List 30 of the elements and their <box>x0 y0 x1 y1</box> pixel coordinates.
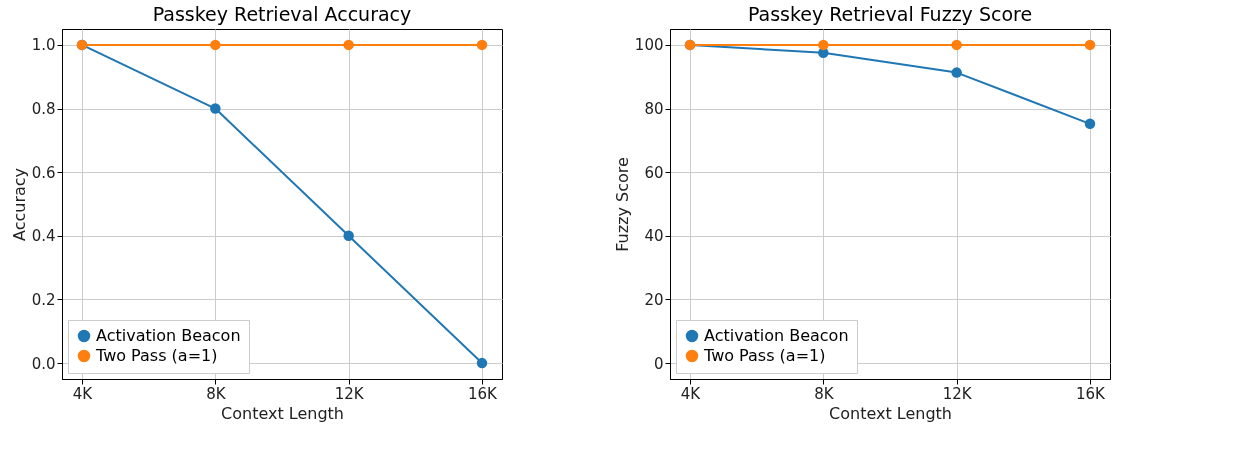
chart-title: Passkey Retrieval Accuracy <box>152 3 412 25</box>
y-tick-label: 80 <box>644 100 664 119</box>
x-axis-title: Context Length <box>829 403 952 423</box>
chart-title: Passkey Retrieval Fuzzy Score <box>747 3 1033 25</box>
x-tick-label: 12K <box>334 384 365 403</box>
x-tick-label: 4K <box>680 384 702 403</box>
y-tick-label: 0.0 <box>31 354 56 373</box>
y-tick-label: 0.6 <box>31 163 56 182</box>
legend-label: Activation Beacon <box>704 326 849 345</box>
y-tick-label: 0 <box>653 354 664 373</box>
y-tick-label: 1.0 <box>31 36 56 55</box>
x-tick-label: 8K <box>814 384 835 403</box>
y-axis-title: Fuzzy Score <box>612 157 632 252</box>
y-tick-label: 40 <box>644 227 664 246</box>
y-tick-label: 0.2 <box>31 290 56 309</box>
x-tick-label: 8K <box>206 384 227 403</box>
y-tick-label: 60 <box>644 163 664 182</box>
y-axis-title: Accuracy <box>9 167 29 242</box>
x-tick-label: 16K <box>1076 384 1107 403</box>
y-tick-label: 20 <box>644 290 664 309</box>
legend-label: Two Pass (a=1) <box>703 346 826 365</box>
x-tick-label: 4K <box>72 384 94 403</box>
legend-label: Activation Beacon <box>96 326 241 345</box>
x-tick-label: 12K <box>942 384 973 403</box>
y-tick-label: 0.4 <box>31 227 56 246</box>
legend-label: Two Pass (a=1) <box>95 346 218 365</box>
x-tick-label: 16K <box>468 384 499 403</box>
y-tick-label: 0.8 <box>31 100 56 119</box>
x-axis-title: Context Length <box>221 403 344 423</box>
y-tick-label: 100 <box>634 36 664 55</box>
